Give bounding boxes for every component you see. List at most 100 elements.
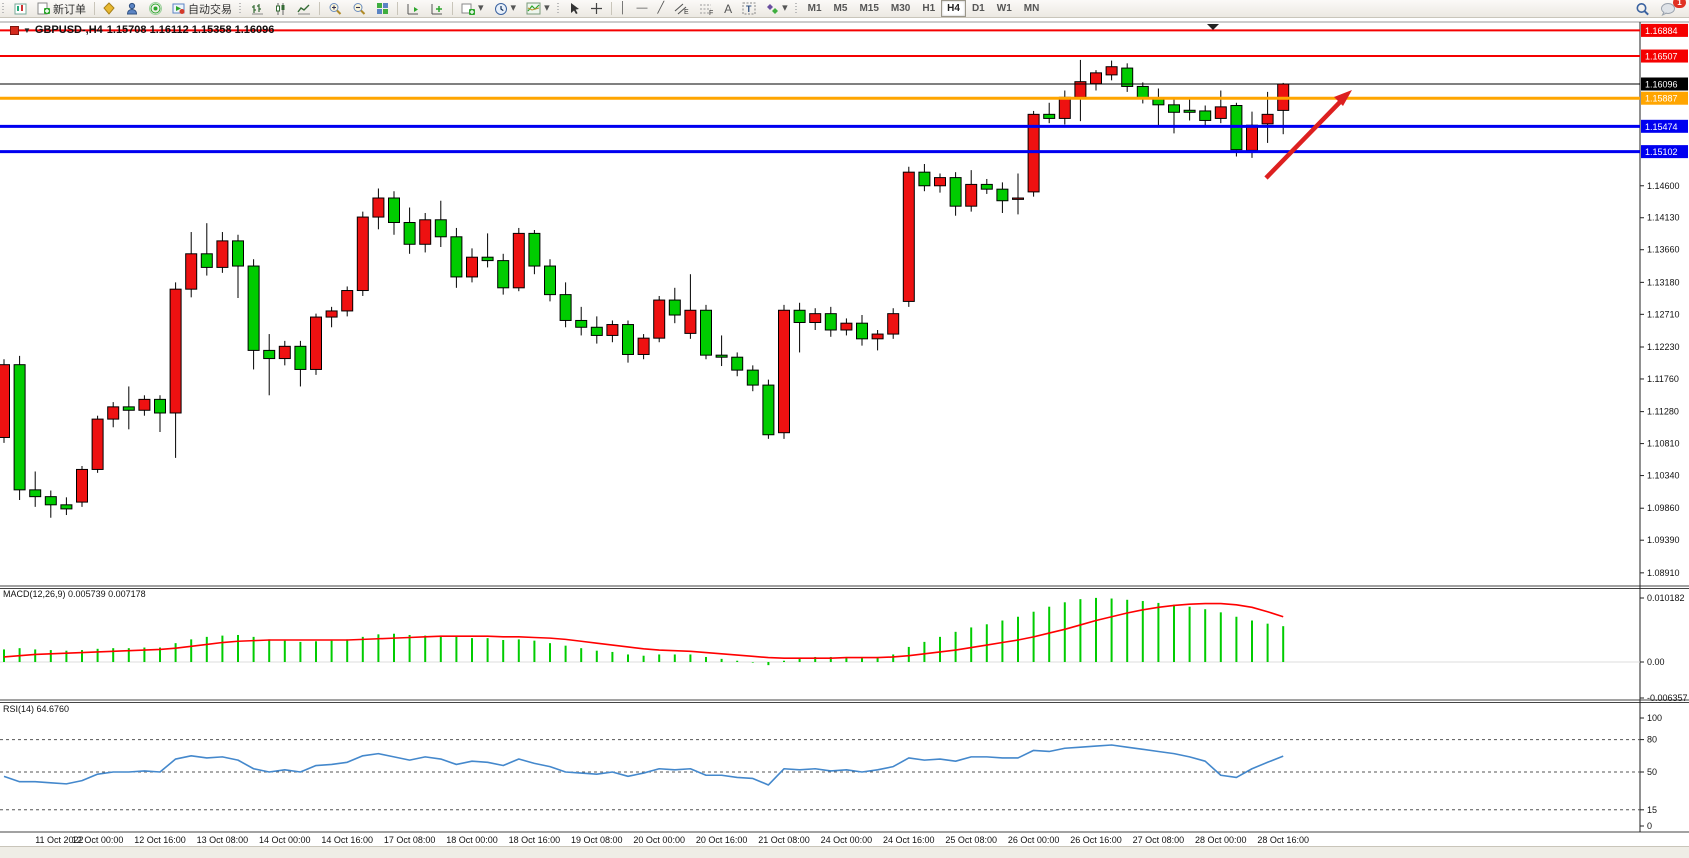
equidistant-channel-icon: E: [674, 3, 689, 15]
horizontal-line-button[interactable]: —: [631, 0, 652, 18]
candle-bear: [1168, 104, 1180, 113]
candle-bull: [902, 171, 915, 302]
candle-bull: [1012, 197, 1024, 200]
new-chart-dropdown[interactable]: ▾: [456, 0, 489, 18]
toolbar-grip[interactable]: [556, 2, 562, 15]
tf-button-m1[interactable]: M1: [807, 3, 822, 14]
time-axis-label: 14 Oct 00:00: [259, 835, 311, 845]
candle-bull: [91, 418, 104, 470]
search-icon: [1636, 2, 1649, 15]
toolbar-grip[interactable]: [239, 2, 244, 15]
trendline-icon: ╱: [657, 2, 665, 14]
zoom-in-button[interactable]: [323, 0, 347, 18]
chart-window[interactable]: [0, 17, 1689, 846]
rsi-line: [3, 744, 1284, 786]
candle-bear: [122, 406, 135, 411]
candle-bull: [934, 177, 946, 187]
candle-bull: [1214, 106, 1227, 119]
toolbar-separator: [319, 2, 320, 15]
tf-button-w1[interactable]: W1: [996, 3, 1012, 14]
tf-button-m30[interactable]: M30: [890, 3, 911, 14]
tf-button-h4-active[interactable]: H4: [941, 0, 966, 17]
new-order-button[interactable]: 新订单: [32, 0, 91, 18]
price-tag-label: 1.15887: [1645, 94, 1678, 104]
channel-button[interactable]: E: [669, 0, 694, 18]
price-tag-label: 1.15102: [1645, 147, 1678, 157]
toolbar-grip[interactable]: [794, 2, 800, 15]
periods-dropdown[interactable]: ▾: [489, 0, 522, 18]
fibonacci-button[interactable]: F: [694, 0, 719, 18]
tf-button-m15[interactable]: M15: [859, 3, 879, 14]
candle-bear: [1183, 109, 1196, 113]
tf-button-d1[interactable]: D1: [971, 3, 985, 14]
toolbar-grip[interactable]: [2, 2, 7, 15]
macd-signal-value: 0.007178: [108, 589, 146, 599]
arrows-dropdown[interactable]: ▾: [761, 0, 793, 18]
trend-arrow-annotation[interactable]: [1264, 90, 1352, 180]
cursor-arrow-icon: [570, 3, 579, 14]
candle-bull: [684, 309, 697, 334]
candle-bear: [263, 349, 276, 360]
text-button[interactable]: A: [719, 0, 737, 18]
candle-bear: [434, 219, 447, 238]
chart-header: ▼ GBPUSD-,H4 1.15708 1.16112 1.15358 1.1…: [10, 24, 274, 36]
candle-bull: [76, 468, 88, 503]
candle-bear: [1043, 113, 1056, 119]
time-axis-label: 18 Oct 00:00: [446, 835, 498, 845]
macd-axis-label: 0.010182: [1647, 593, 1685, 603]
autotrading-icon: [172, 3, 185, 14]
zoom-out-button[interactable]: [347, 0, 371, 18]
candle-bear: [13, 364, 26, 491]
candle-bull: [325, 310, 338, 318]
indicator-window-button[interactable]: [401, 0, 425, 18]
rsi-axis-label: 100: [1647, 713, 1662, 723]
candle-bear: [622, 324, 634, 355]
candle-bear: [590, 326, 603, 336]
clock-icon: [494, 2, 507, 15]
search-button[interactable]: [1630, 0, 1655, 18]
indicator-window-add-button[interactable]: [425, 0, 449, 18]
collapse-triangle-icon[interactable]: ▼: [23, 25, 31, 35]
new-chart-icon: [461, 3, 475, 15]
templates-icon: [526, 2, 541, 15]
chart-window-icon: [9, 0, 32, 18]
toolbar-separator: [397, 2, 398, 15]
navigator-button[interactable]: [121, 0, 144, 18]
text-label-icon: T: [742, 2, 756, 15]
candle-bull: [637, 337, 650, 355]
candle-bull: [278, 345, 291, 360]
vertical-line-button[interactable]: │: [615, 0, 632, 18]
candles: [0, 59, 1290, 518]
candle-bull: [466, 256, 478, 278]
tf-button-m5[interactable]: M5: [833, 3, 848, 14]
candle-bear: [388, 197, 400, 224]
cursor-button[interactable]: [564, 0, 585, 18]
templates-dropdown[interactable]: ▾: [521, 0, 555, 18]
trendline-button[interactable]: ╱: [652, 0, 669, 18]
bar-chart-button[interactable]: [246, 0, 269, 18]
window-red-icon: [10, 25, 19, 35]
line-chart-button[interactable]: [292, 0, 316, 18]
tile-windows-button[interactable]: [371, 0, 394, 18]
navigator-icon: [126, 2, 138, 15]
signals-button[interactable]: [144, 0, 167, 18]
caret-down-icon: ▾: [510, 2, 517, 14]
new-order-icon: [37, 2, 50, 15]
price-axis-label: 1.12230: [1647, 342, 1680, 352]
tf-button-mn[interactable]: MN: [1023, 3, 1040, 14]
arrows-shapes-icon: [767, 4, 779, 14]
chart-shift-marker[interactable]: [1207, 24, 1219, 30]
candle-bear: [232, 240, 244, 267]
notifications-button[interactable]: 1: [1655, 0, 1686, 18]
text-label-button[interactable]: T: [737, 0, 761, 18]
symbols-button[interactable]: [98, 0, 121, 18]
candlestick-chart-button[interactable]: [269, 0, 292, 18]
candle-bear: [668, 299, 681, 316]
tf-button-h1[interactable]: H1: [922, 3, 936, 14]
autotrading-button[interactable]: 自动交易: [167, 0, 237, 18]
toolbar-separator: [94, 2, 95, 15]
candle-bear: [856, 322, 868, 340]
candle-bull: [887, 313, 900, 335]
crosshair-button[interactable]: [585, 0, 608, 18]
